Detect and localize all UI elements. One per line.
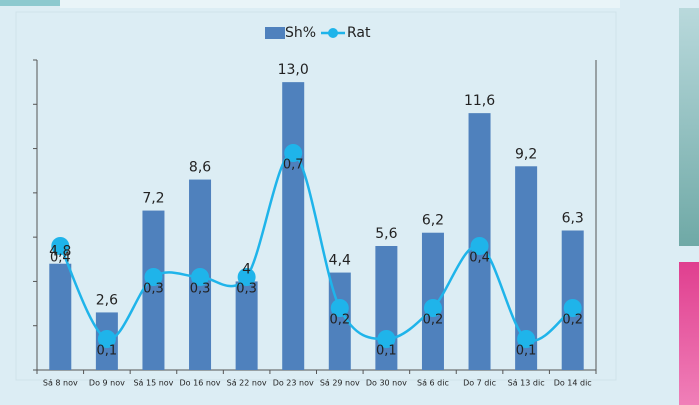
x-tick-label: Sá 8 nov xyxy=(43,379,78,388)
bar-label: 5,6 xyxy=(375,226,397,242)
line-label: 0,4 xyxy=(469,251,490,266)
bar-label: 7,2 xyxy=(142,191,164,207)
bar-label: 6,3 xyxy=(562,211,584,227)
line-point xyxy=(470,237,489,255)
line-point xyxy=(423,299,442,317)
x-tick-label: Do 14 dic xyxy=(554,379,592,388)
bar-label: 11,6 xyxy=(464,93,495,109)
line-label: 0,1 xyxy=(376,344,397,359)
line-point xyxy=(330,299,349,317)
line-label: 0,7 xyxy=(283,158,304,173)
legend-swatch xyxy=(265,27,285,39)
x-tick-label: Do 9 nov xyxy=(89,379,125,388)
x-tick-label: Sá 15 nov xyxy=(133,379,173,388)
side-image xyxy=(679,8,699,246)
line-point xyxy=(377,330,396,348)
legend-swatch xyxy=(328,28,338,38)
x-tick-label: Do 7 dic xyxy=(463,379,496,388)
line-label: 0,3 xyxy=(190,282,211,297)
x-tick-label: Sá 22 nov xyxy=(227,379,267,388)
line-point xyxy=(51,237,70,255)
side-image xyxy=(679,262,699,405)
x-tick-label: Do 30 nov xyxy=(366,379,407,388)
line-label: 0,2 xyxy=(562,313,583,328)
bar-label: 4,8 xyxy=(49,244,71,260)
line-label: 0,1 xyxy=(516,344,537,359)
decoration xyxy=(60,0,620,8)
x-tick-label: Sá 29 nov xyxy=(320,379,360,388)
bar xyxy=(49,263,72,370)
bar xyxy=(282,82,305,371)
legend-label: Sh% xyxy=(285,25,316,41)
x-tick-label: Do 16 nov xyxy=(180,379,221,388)
line-label: 0,3 xyxy=(143,282,164,297)
bar-label: 13,0 xyxy=(278,62,309,78)
bar-label: 9,2 xyxy=(515,146,537,162)
line-point xyxy=(563,299,582,317)
line-point xyxy=(284,144,303,162)
bar-label: 6,2 xyxy=(422,213,444,229)
line-label: 0,2 xyxy=(423,313,444,328)
bar xyxy=(142,210,165,370)
line-point xyxy=(517,330,536,348)
bar-label: 2,6 xyxy=(96,292,118,308)
line-point xyxy=(237,268,256,286)
legend-label: Rat xyxy=(347,25,371,41)
line-label: 0,1 xyxy=(97,344,118,359)
x-tick-label: Do 23 nov xyxy=(273,379,314,388)
x-tick-label: Sá 6 dic xyxy=(417,379,449,388)
decoration xyxy=(0,0,60,6)
bar xyxy=(235,281,258,370)
bar xyxy=(515,166,538,370)
line-point xyxy=(97,330,116,348)
line-label: 0,2 xyxy=(329,313,350,328)
line-label: 0,4 xyxy=(50,251,71,266)
line-point xyxy=(191,268,210,286)
line-point xyxy=(144,268,163,286)
x-tick-label: Sá 13 dic xyxy=(508,379,545,388)
bar-label: 8,6 xyxy=(189,160,211,176)
bar-label: 4,4 xyxy=(329,253,351,269)
line-label: 0,3 xyxy=(236,282,257,297)
bar-label: 4 xyxy=(242,261,251,277)
